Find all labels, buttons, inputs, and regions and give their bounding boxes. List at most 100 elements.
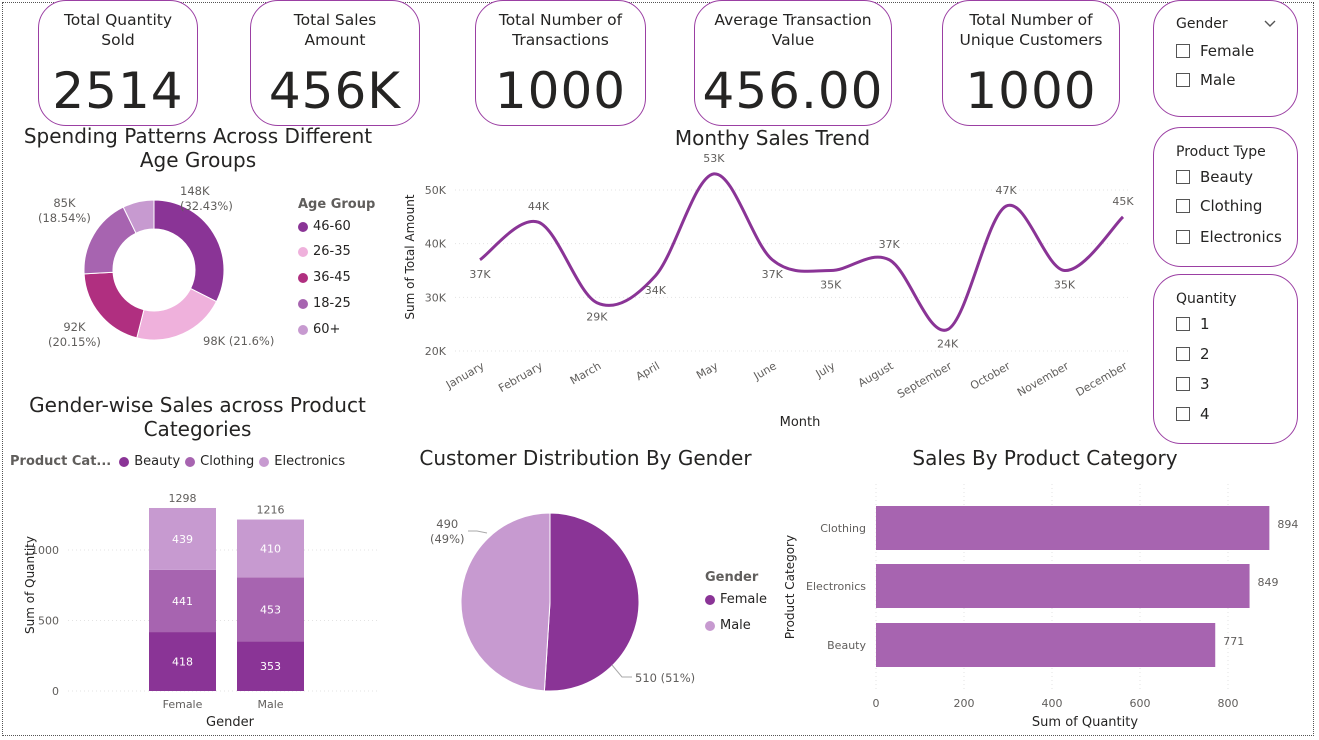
checkbox[interactable]: [1176, 73, 1190, 87]
age-legend-title: Age Group: [298, 197, 376, 212]
age-legend-item-36-45[interactable]: 36-45: [298, 270, 351, 285]
stack-segment-label: 453: [260, 603, 281, 616]
slicer-option-4[interactable]: 4: [1176, 405, 1210, 423]
trend-data-label: 24K: [937, 338, 959, 351]
hbar-xtick: 200: [954, 697, 975, 710]
checkbox[interactable]: [1176, 317, 1190, 331]
stack-xtick: Male: [257, 698, 283, 711]
age-legend-item-60plus[interactable]: 60+: [298, 322, 340, 337]
gender-slicer[interactable]: Gender Female Male: [1153, 0, 1298, 117]
kpi-value: 1000: [965, 62, 1097, 120]
stack-xtick: Female: [163, 698, 203, 711]
checkbox[interactable]: [1176, 199, 1190, 213]
stack-bar-segment: [149, 507, 216, 570]
trend-chart-title: Monthy Sales Trend: [674, 126, 871, 150]
stack-segment-label: 439: [172, 533, 193, 546]
category-chart-title: Sales By Product Category: [912, 446, 1178, 470]
pie-slice-male: [460, 512, 551, 692]
slicer-title: Product Type: [1176, 144, 1266, 160]
customer-pie-chart[interactable]: [0, 0, 640, 692]
trend-data-label: 35K: [1054, 279, 1076, 292]
slicer-option-3[interactable]: 3: [1176, 375, 1210, 393]
stack-bar-segment: [149, 632, 216, 691]
slicer-option-1[interactable]: 1: [1176, 315, 1210, 333]
age-label-18-25: 85K (18.54%): [38, 196, 91, 225]
hbar-xtick: 400: [1042, 697, 1063, 710]
hbar-ytick: Clothing: [820, 522, 866, 535]
age-label-36-45: 92K (20.15%): [48, 320, 101, 349]
trend-data-label: 34K: [645, 284, 667, 297]
hbar-ytick: Electronics: [806, 580, 866, 593]
stack-total-label: 1216: [257, 504, 285, 517]
gender-category-stacked-bar[interactable]: 0 500 1000 418 441 439 1298 Female 353 453 410 1216…: [0, 0, 380, 711]
checkbox[interactable]: [1176, 407, 1190, 421]
slicer-option-clothing[interactable]: Clothing: [1176, 197, 1262, 215]
stack-bar-segment: [149, 569, 216, 633]
trend-data-label: 37K: [762, 268, 784, 281]
pie-legend-item-female[interactable]: Female: [705, 592, 767, 607]
product-type-slicer[interactable]: Product Type Beauty Clothing Electronics: [1153, 127, 1298, 267]
stack-bar-segment: [237, 577, 304, 642]
trend-xlabel: Month: [779, 415, 821, 430]
trend-data-label: 29K: [586, 311, 608, 324]
hbar-bar-clothing: [876, 506, 1270, 550]
chevron-down-icon[interactable]: [1264, 20, 1276, 28]
hbar-data-label: 771: [1223, 635, 1244, 648]
kpi-card-avg-transaction[interactable]: Average Transaction Value 456.00: [694, 0, 892, 126]
stack-ytick: 500: [38, 615, 59, 628]
hbar-ylabel: Product Category: [783, 534, 797, 640]
kpi-value: 456.00: [702, 62, 884, 120]
gender-category-legend: Product Cat... Beauty Clothing Electroni…: [10, 454, 346, 469]
stack-bar-segment: [237, 519, 304, 578]
age-label-46-60: 148K (32.43%): [180, 184, 233, 213]
checkbox[interactable]: [1176, 44, 1190, 58]
slicer-option-beauty[interactable]: Beauty: [1176, 168, 1253, 186]
hbar-bar-electronics: [876, 564, 1250, 608]
trend-data-label: 35K: [820, 279, 842, 292]
age-donut-chart[interactable]: [0, 0, 225, 341]
hbar-bar-beauty: [876, 623, 1216, 667]
quantity-slicer[interactable]: Quantity 1 2 3 4: [1153, 274, 1298, 444]
trend-ytick: 40K: [425, 238, 447, 251]
pie-legend-item-male[interactable]: Male: [705, 618, 751, 633]
customer-chart-title: Customer Distribution By Gender: [419, 446, 752, 470]
trend-data-label: 37K: [879, 238, 901, 251]
kpi-label: Average Transaction Value: [714, 11, 872, 49]
age-chart-title: Spending Patterns Across Different Age G…: [23, 124, 373, 172]
hbar-xtick: 800: [1218, 697, 1239, 710]
category-bar-chart[interactable]: 0 200 400 600 800 Clothing 894 Electronics 849 Be…: [0, 0, 1298, 710]
age-legend-item-18-25[interactable]: 18-25: [298, 296, 351, 311]
kpi-card-unique-customers[interactable]: Total Number of Unique Customers 1000: [942, 0, 1120, 126]
checkbox[interactable]: [1176, 230, 1190, 244]
slicer-title: Gender: [1176, 16, 1228, 32]
age-label-26-35: 98K (21.6%): [203, 334, 275, 348]
checkbox[interactable]: [1176, 377, 1190, 391]
kpi-card-transactions[interactable]: Total Number of Transactions 1000: [475, 0, 646, 126]
stack-bar-segment: [237, 641, 304, 691]
slicer-option-female[interactable]: Female: [1176, 42, 1254, 60]
pie-leader-line: [611, 664, 632, 678]
age-legend-item-46-60[interactable]: 46-60: [298, 219, 351, 234]
pie-legend-title: Gender: [705, 570, 759, 585]
age-legend-item-26-35[interactable]: 26-35: [298, 244, 351, 259]
kpi-card-total-quantity[interactable]: Total Quantity Sold 2514: [38, 0, 198, 126]
stack-total-label: 1298: [169, 492, 197, 505]
slicer-option-male[interactable]: Male: [1176, 71, 1236, 89]
stack-ylabel: Sum of Quantity: [23, 536, 37, 634]
checkbox[interactable]: [1176, 170, 1190, 184]
donut-slice-60+: [122, 199, 155, 234]
slicer-option-electronics[interactable]: Electronics: [1176, 228, 1282, 246]
stack-segment-label: 410: [260, 542, 281, 555]
trend-data-label: 45K: [1112, 195, 1134, 208]
checkbox[interactable]: [1176, 347, 1190, 361]
hbar-xtick: 0: [873, 697, 880, 710]
kpi-card-total-sales[interactable]: Total Sales Amount 456K: [250, 0, 420, 126]
stack-xlabel: Gender: [206, 715, 254, 730]
hbar-data-label: 849: [1258, 576, 1279, 589]
pie-leader-line: [468, 530, 488, 534]
kpi-label: Total Quantity Sold: [63, 11, 173, 49]
kpi-value: 1000: [494, 62, 627, 120]
trend-data-label: 44K: [528, 200, 550, 213]
slicer-option-2[interactable]: 2: [1176, 345, 1210, 363]
